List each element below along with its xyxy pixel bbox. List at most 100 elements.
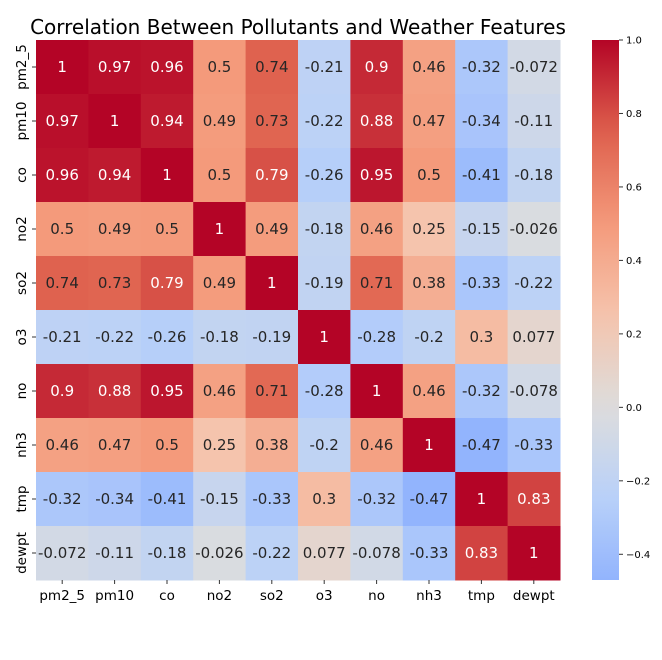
heatmap-cell [298, 256, 351, 311]
heatmap-cell [140, 40, 194, 95]
cell-value-label: 0.5 [155, 436, 179, 454]
heatmap-cell [36, 40, 89, 95]
heatmap-cell [88, 472, 142, 527]
heatmap-cell [298, 526, 351, 581]
cell-value-label: 0.96 [45, 166, 78, 184]
heatmap-cell [245, 202, 299, 257]
heatmap-cell [193, 310, 247, 365]
cell-value-label: -0.33 [410, 544, 449, 562]
x-tick-label: co [159, 588, 175, 604]
cell-value-label: 1 [424, 436, 434, 454]
heatmap-cell [455, 310, 509, 365]
heatmap-cell [507, 94, 561, 149]
cell-value-label: -0.47 [462, 436, 501, 454]
cell-value-label: -0.34 [462, 112, 501, 130]
colorbar-tick-label: 1.0 [626, 36, 642, 47]
heatmap-cell [193, 148, 247, 203]
y-tick-label: so2 [14, 271, 30, 295]
heatmap-cell [455, 418, 509, 473]
heatmap-cells: 1 0.97 0.96 0.5 0.74 -0.21 0.9 0.46 -0.32 -0.0720… [36, 40, 561, 581]
cell-value-label: 0.94 [150, 112, 183, 130]
cell-value-label: 0.79 [150, 274, 183, 292]
cell-value-label: -0.11 [514, 112, 553, 130]
cell-value-label: 0.49 [255, 220, 288, 238]
cell-value-label: 0.88 [360, 112, 393, 130]
y-tick-label: no2 [14, 216, 30, 241]
cell-value-label: 0.077 [512, 328, 555, 346]
heatmap-cell [88, 256, 142, 311]
heatmap-cell [245, 40, 299, 95]
cell-value-label: -0.15 [200, 490, 239, 508]
cell-value-label: 1 [57, 58, 67, 76]
heatmap-cell [350, 94, 404, 149]
cell-value-label: 0.25 [203, 436, 236, 454]
cell-value-label: 0.95 [150, 382, 183, 400]
heatmap-cell [455, 148, 509, 203]
cell-value-label: 0.83 [517, 490, 550, 508]
cell-value-label: -0.2 [310, 436, 339, 454]
heatmap-cell [455, 94, 509, 149]
heatmap-cell [350, 364, 404, 419]
heatmap-cell [402, 94, 456, 149]
heatmap-cell [140, 526, 194, 581]
colorbar-tick-label: −0.4 [626, 550, 650, 561]
cell-value-label: -0.26 [305, 166, 344, 184]
heatmap-cell [507, 148, 561, 203]
heatmap-cell [402, 148, 456, 203]
heatmap-cell [245, 526, 299, 581]
heatmap-cell [507, 256, 561, 311]
heatmap-cell [245, 472, 299, 527]
cell-value-label: -0.34 [95, 490, 134, 508]
y-tick-label: dewpt [14, 532, 30, 574]
cell-value-label: -0.21 [305, 58, 344, 76]
heatmap-cell [193, 526, 247, 581]
colorbar [592, 40, 619, 580]
heatmap-cell [245, 418, 299, 473]
heatmap-cell [350, 472, 404, 527]
y-tick-label: no [14, 383, 30, 400]
heatmap-cell [298, 472, 351, 527]
heatmap-cell [402, 472, 456, 527]
heatmap-cell [350, 202, 404, 257]
y-axis-labels: pm2_5 pm10 co no2 so2 o3 no nh3 tmp dewpt [14, 44, 36, 574]
cell-value-label: -0.22 [514, 274, 553, 292]
x-axis-labels: pm2_5 pm10 co no2 so2 o3 no nh3 tmp dewpt [39, 580, 555, 604]
heatmap-cell [402, 526, 456, 581]
cell-value-label: 0.5 [207, 166, 231, 184]
cell-value-label: -0.22 [305, 112, 344, 130]
cell-value-label: -0.072 [510, 58, 558, 76]
cell-value-label: 0.5 [155, 220, 179, 238]
heatmap-cell [455, 364, 509, 419]
colorbar-tick-label: 0.0 [626, 403, 642, 414]
cell-value-label: 0.97 [45, 112, 78, 130]
cell-value-label: -0.33 [252, 490, 291, 508]
cell-value-label: 0.49 [203, 274, 236, 292]
cell-value-label: 0.5 [50, 220, 74, 238]
heatmap-cell [88, 94, 142, 149]
cell-value-label: 0.79 [255, 166, 288, 184]
heatmap-cell [36, 418, 89, 473]
cell-value-label: -0.33 [514, 436, 553, 454]
cell-value-label: -0.18 [514, 166, 553, 184]
heatmap-cell [36, 148, 89, 203]
heatmap-cell [88, 202, 142, 257]
heatmap-cell [350, 40, 404, 95]
cell-value-label: 0.95 [360, 166, 393, 184]
cell-value-label: 1 [372, 382, 382, 400]
cell-value-label: 0.5 [417, 166, 441, 184]
heatmap-cell [193, 202, 247, 257]
heatmap-cell [455, 256, 509, 311]
heatmap-cell [507, 472, 561, 527]
heatmap-cell [298, 418, 351, 473]
heatmap-cell [507, 526, 561, 581]
heatmap-cell [507, 310, 561, 365]
x-tick-label: o3 [316, 588, 333, 604]
cell-value-label: -0.15 [462, 220, 501, 238]
heatmap-cell [88, 526, 142, 581]
x-tick-label: nh3 [416, 588, 442, 604]
heatmap-cell [298, 310, 351, 365]
heatmap-cell [36, 472, 89, 527]
heatmap-cell [36, 256, 89, 311]
